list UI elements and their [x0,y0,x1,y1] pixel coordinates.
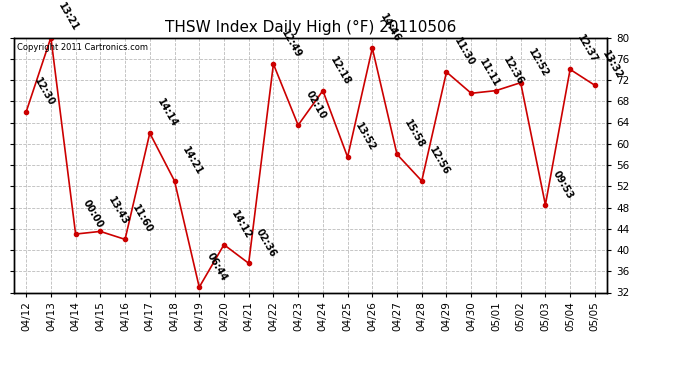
Text: 14:46: 14:46 [378,12,402,44]
Text: 12:37: 12:37 [575,33,600,65]
Text: 11:11: 11:11 [477,57,501,89]
Text: 02:36: 02:36 [254,227,278,259]
Text: 06:44: 06:44 [205,251,229,283]
Text: 13:52: 13:52 [353,121,377,153]
Text: 13:43: 13:43 [106,195,130,227]
Text: 11:60: 11:60 [130,203,155,235]
Text: 12:49: 12:49 [279,28,303,60]
Text: 15:58: 15:58 [402,118,427,150]
Text: 13:21: 13:21 [57,2,81,33]
Text: 02:10: 02:10 [304,89,328,121]
Text: 14:14: 14:14 [155,97,179,129]
Text: 12:56: 12:56 [427,145,451,177]
Text: 12:52: 12:52 [526,46,551,78]
Title: THSW Index Daily High (°F) 20110506: THSW Index Daily High (°F) 20110506 [165,20,456,35]
Text: 12:36: 12:36 [502,55,526,87]
Text: 14:12: 14:12 [230,209,254,240]
Text: 13:32: 13:32 [600,49,624,81]
Text: 09:53: 09:53 [551,169,575,201]
Text: 11:30: 11:30 [452,36,476,68]
Text: 12:18: 12:18 [328,54,353,87]
Text: 00:00: 00:00 [81,198,106,230]
Text: Copyright 2011 Cartronics.com: Copyright 2011 Cartronics.com [17,43,148,52]
Text: 12:30: 12:30 [32,76,56,108]
Text: 14:21: 14:21 [180,145,204,177]
